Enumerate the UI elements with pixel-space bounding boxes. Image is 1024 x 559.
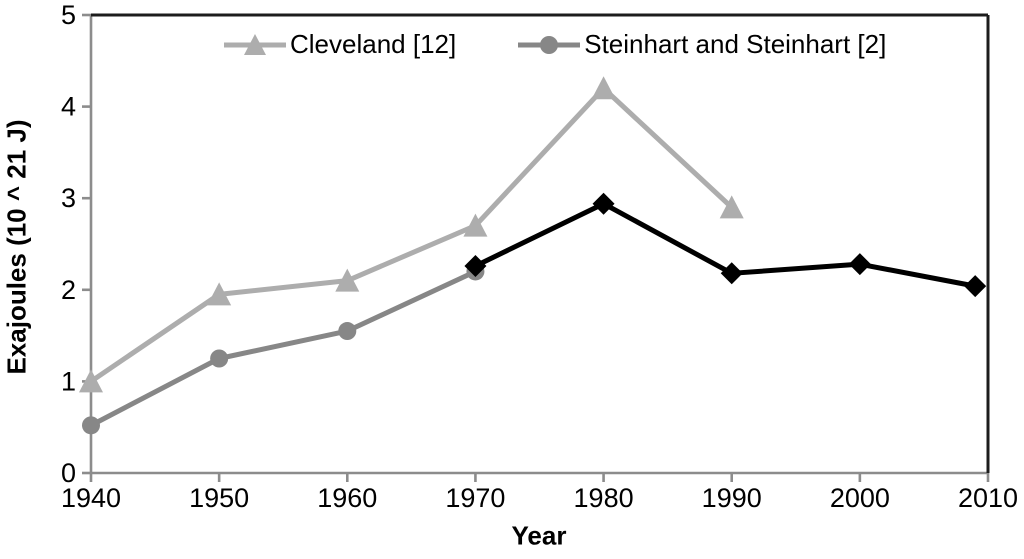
y-axis-title: Exajoules (10 ^ 21 J) (1, 119, 32, 375)
cleveland-legend-marker (224, 33, 286, 55)
series-2-marker-2000 (848, 253, 871, 276)
series-0-marker-1980 (591, 76, 616, 100)
series-1-marker-1950 (210, 349, 229, 368)
legend-label-cleveland: Cleveland [12] (290, 29, 457, 59)
steinhart-legend-marker (518, 35, 581, 54)
x-tick-label: 1980 (574, 483, 634, 513)
series-2-marker-1970 (464, 254, 487, 277)
series-2-marker-1990 (720, 262, 743, 285)
y-tick-label: 3 (61, 183, 76, 213)
series-line-0 (88, 85, 735, 384)
y-tick-label: 4 (61, 92, 76, 122)
series-2-marker-2009 (964, 275, 987, 298)
series-1-marker-1960 (338, 322, 357, 341)
series-0-marker-1970 (463, 213, 488, 237)
legend-item-cleveland: Cleveland [12] (224, 29, 456, 60)
series-0-marker-1940 (79, 369, 103, 393)
y-tick-label: 5 (61, 0, 76, 30)
y-tick-label: 1 (61, 366, 76, 396)
x-tick-label: 1960 (317, 483, 377, 513)
series-line-1 (88, 268, 478, 428)
legend-label-steinhart: Steinhart and Steinhart [2] (584, 29, 887, 59)
series-0-marker-1960 (335, 268, 360, 292)
x-tick-label: 2010 (958, 483, 1018, 513)
y-tick-label: 0 (61, 458, 76, 488)
series-1-marker-1940 (82, 416, 100, 435)
x-tick-label: 1990 (702, 483, 762, 513)
legend: Cleveland [12] Steinhart and Steinhart [… (224, 29, 886, 60)
x-tick-label: 1940 (61, 483, 121, 513)
series-2-marker-1980 (592, 192, 615, 215)
legend-item-steinhart: Steinhart and Steinhart [2] (518, 29, 886, 60)
series-0-marker-1990 (719, 195, 744, 219)
series-0-marker-1950 (207, 282, 232, 306)
y-tick-label: 2 (61, 275, 76, 305)
x-tick-label: 2000 (830, 483, 890, 513)
x-tick-label: 1970 (445, 483, 505, 513)
x-tick-label: 1950 (189, 483, 249, 513)
x-axis-title: Year (511, 520, 567, 551)
